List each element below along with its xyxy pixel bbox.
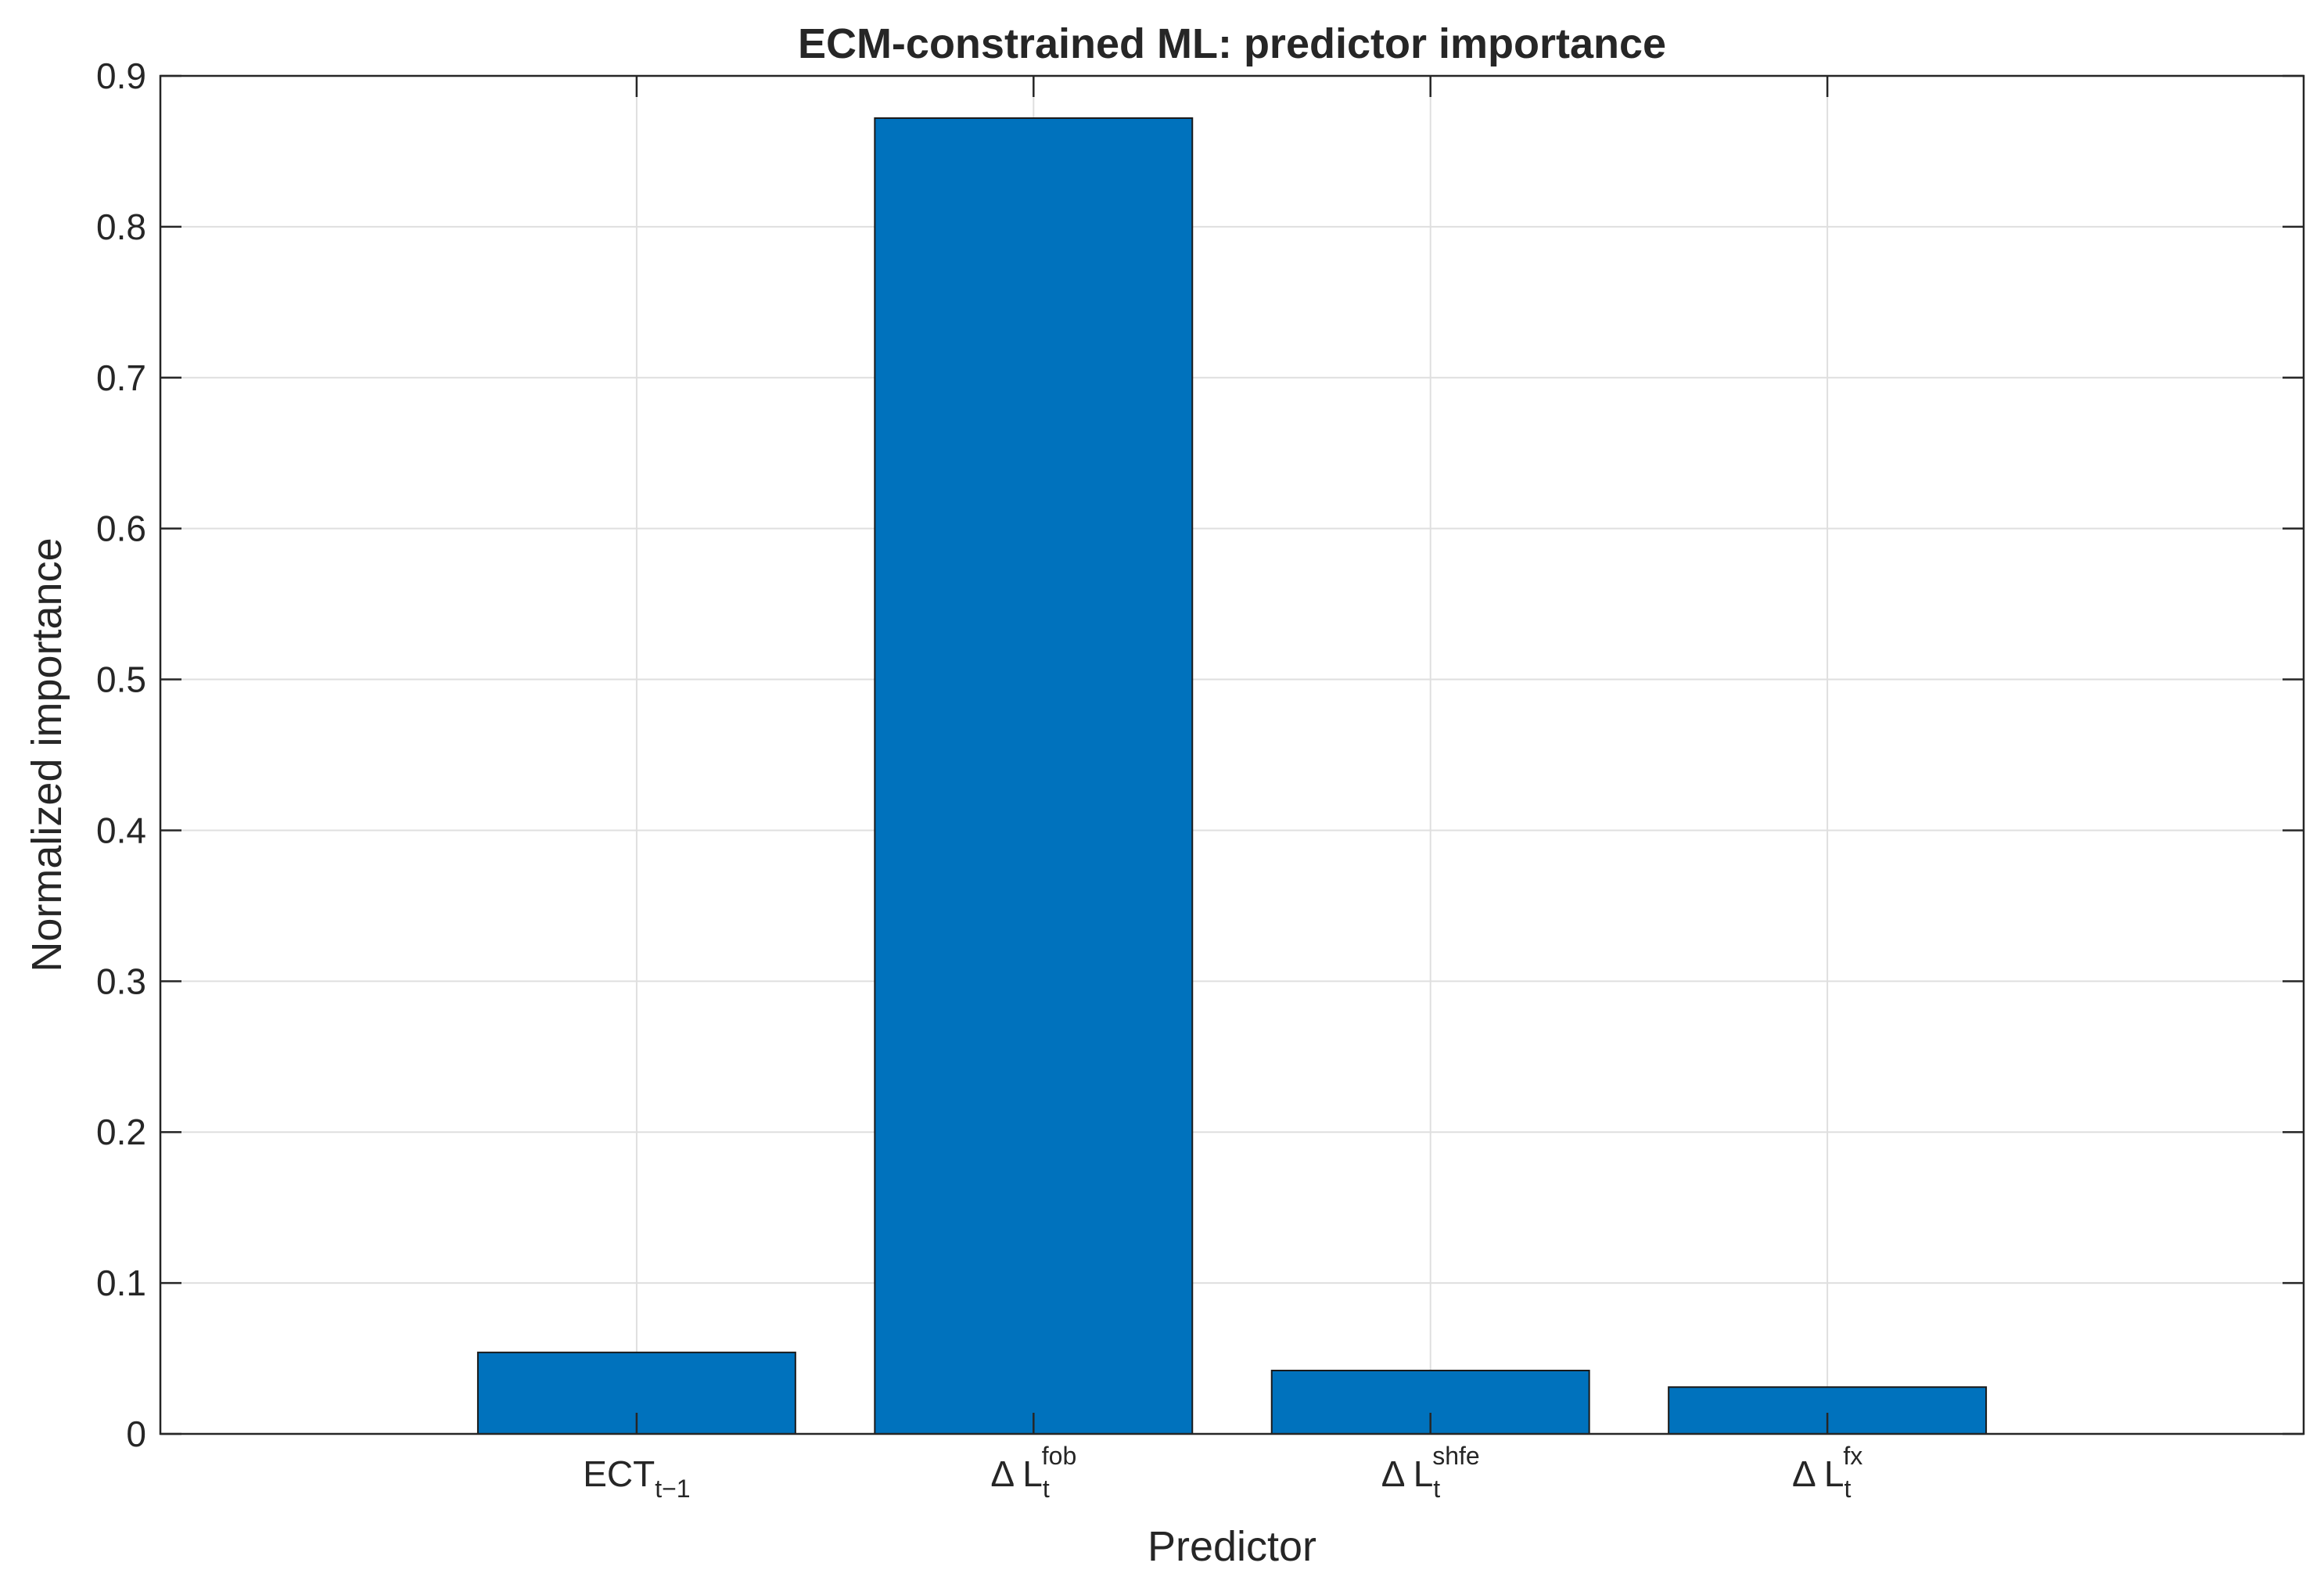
x-tick-label-subscript: t: [1433, 1475, 1440, 1503]
y-tick-label: 0.7: [96, 357, 146, 398]
y-tick-label: 0.9: [96, 56, 146, 96]
grid: [160, 75, 2304, 1435]
chart-title: ECM-constrained ML: predictor importance: [798, 20, 1666, 67]
y-tick-label: 0.6: [96, 508, 146, 549]
y-tick-label: 0: [126, 1414, 146, 1454]
x-tick-label: Δ Lt fob: [990, 1442, 1076, 1503]
y-tick-label: 0.1: [96, 1263, 146, 1303]
x-tick-label-subscript: t: [1043, 1475, 1050, 1503]
ticks: [160, 74, 2304, 1435]
y-tick-label: 0.5: [96, 659, 146, 700]
y-tick-label: 0.2: [96, 1112, 146, 1152]
x-tick-label-base: Δ L: [1792, 1453, 1844, 1494]
x-tick-label-base: Δ L: [1381, 1453, 1434, 1494]
y-tick-label: 0.8: [96, 207, 146, 247]
y-tick-labels: 0 0.1 0.2 0.3 0.4 0.5 0.6 0.7 0.8 0.9: [96, 56, 146, 1454]
x-tick-label-base: Δ L: [990, 1453, 1043, 1494]
x-tick-label-superscript: fx: [1843, 1442, 1862, 1470]
x-tick-label: Δ Lt shfe: [1381, 1442, 1480, 1503]
x-tick-label-base: ECT: [583, 1453, 655, 1494]
y-tick-label: 0.3: [96, 961, 146, 1001]
y-tick-label: 0.4: [96, 810, 146, 850]
bars: [476, 117, 1988, 1435]
x-tick-label-subscript: t−1: [655, 1475, 690, 1503]
x-axis-label: Predictor: [1148, 1523, 1316, 1570]
x-tick-label: ECTt−1: [583, 1453, 690, 1503]
bar: [874, 117, 1194, 1435]
y-axis-label: Normalized importance: [23, 537, 70, 972]
x-tick-label-superscript: shfe: [1432, 1442, 1479, 1470]
x-tick-label-superscript: fob: [1042, 1442, 1076, 1470]
x-tick-label: Δ Lt fx: [1792, 1442, 1862, 1503]
x-tick-labels: ECTt−1 Δ Ltfob Δ Ltshfe Δ Ltfx: [583, 1442, 1862, 1503]
axes-box: [159, 74, 2305, 1435]
x-tick-label-subscript: t: [1844, 1475, 1852, 1503]
